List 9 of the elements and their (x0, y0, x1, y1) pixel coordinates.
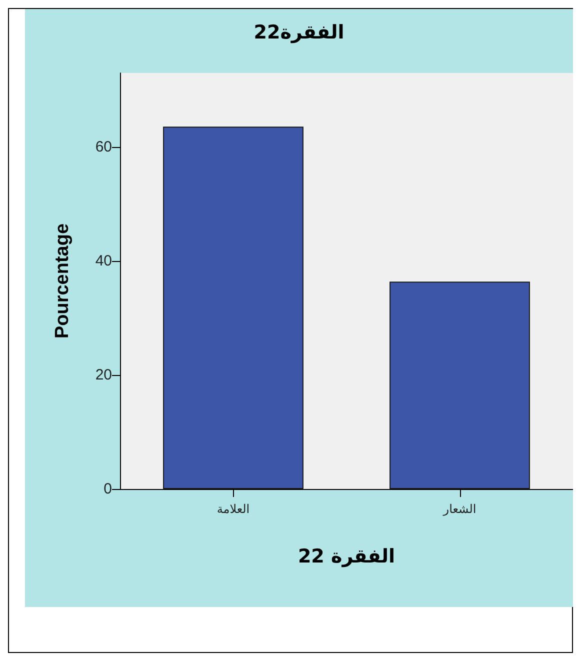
y-tick-label: 20 (95, 366, 112, 384)
y-tick-label: 0 (104, 480, 112, 498)
x-axis-title: 22 الفقرة (298, 546, 396, 568)
y-axis-title: Pourcentage (52, 223, 73, 339)
y-tick-label: 40 (95, 252, 112, 270)
x-tick-label: العلامة (216, 502, 250, 516)
x-tick-label: الشعار (442, 502, 476, 516)
chart-title: الفقرة22 (254, 22, 344, 44)
y-tick-label: 60 (95, 138, 112, 156)
